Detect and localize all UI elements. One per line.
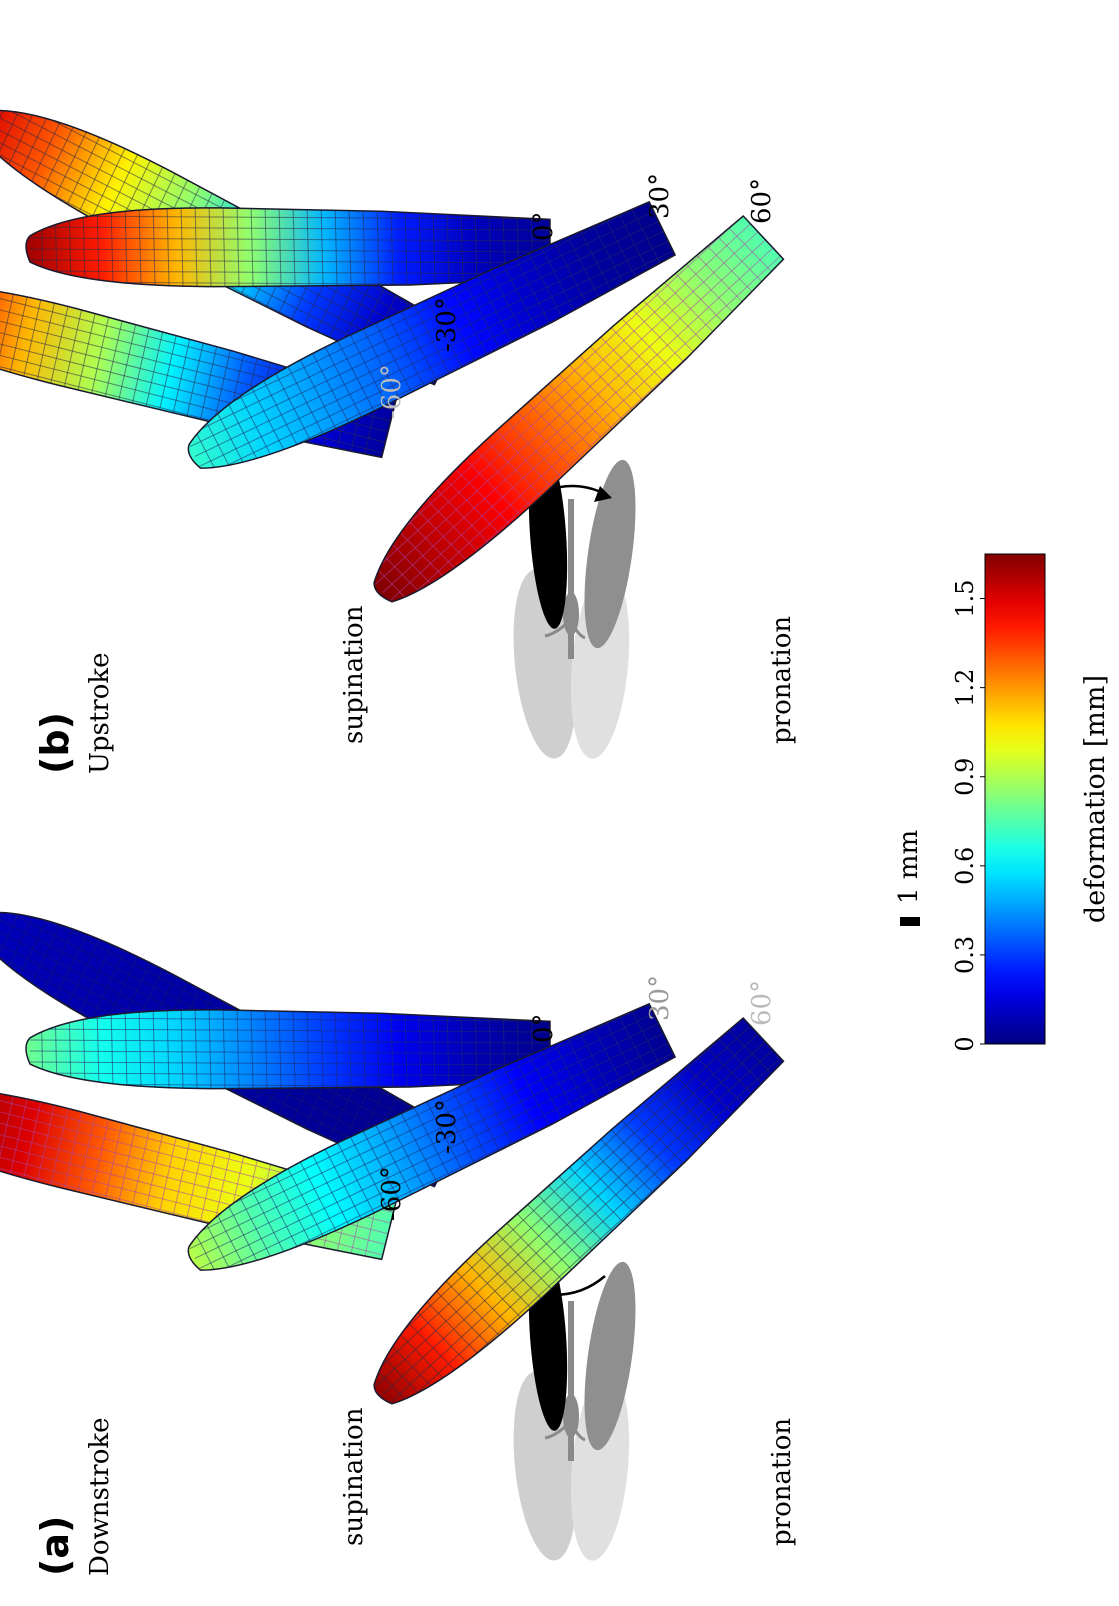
panel-a: (a) Downstroke supination pronation bbox=[0, 885, 797, 1576]
colorbar-gradient bbox=[984, 553, 1046, 1045]
colorbar-tick-label-1: 0.3 bbox=[951, 936, 979, 974]
panel-a-label: (a) bbox=[33, 1516, 77, 1576]
panel-b-wing-2 bbox=[25, 207, 551, 288]
colorbar: 0 0.3 0.6 0.9 1.2 1.5 deformation [mm] bbox=[951, 553, 1111, 1052]
panel-a-dragonfly-icon bbox=[512, 1241, 636, 1561]
panel-a-title: Downstroke bbox=[85, 1417, 115, 1576]
panel-a-wings bbox=[0, 885, 790, 1425]
scale-bar: 1 mm bbox=[894, 830, 924, 926]
scale-bar-label: 1 mm bbox=[894, 830, 924, 904]
panel-a-angle-label-2: 0° bbox=[529, 1013, 559, 1043]
scale-bar-line bbox=[900, 917, 920, 926]
panel-a-angle-label-3: 30° bbox=[645, 975, 675, 1021]
panel-a-angle-label-4: 60° bbox=[747, 980, 777, 1026]
panel-b-title: Upstroke bbox=[85, 652, 115, 774]
colorbar-tick-label-3: 0.9 bbox=[951, 758, 979, 796]
panel-a-supination-label: supination bbox=[339, 1407, 369, 1546]
panel-a-wing-2 bbox=[25, 1009, 551, 1090]
panel-b: (b) Upstroke supination pronation -60° -3… bbox=[0, 83, 797, 774]
panel-a-pronation-label: pronation bbox=[767, 1418, 797, 1546]
colorbar-tick-label-4: 1.2 bbox=[951, 669, 979, 707]
panel-a-angle-labels: -60° -30° 0° 30° 60° bbox=[377, 975, 777, 1221]
panel-b-angle-label-2: 0° bbox=[529, 211, 559, 241]
panel-b-angle-label-1: -30° bbox=[432, 297, 462, 352]
panel-a-angle-label-0: -60° bbox=[377, 1166, 407, 1221]
panel-b-supination-label: supination bbox=[339, 605, 369, 744]
panel-b-angle-labels: -60° -30° 0° 30° 60° bbox=[377, 173, 777, 419]
colorbar-ticks: 0 0.3 0.6 0.9 1.2 1.5 bbox=[951, 579, 985, 1052]
panel-b-angle-label-3: 30° bbox=[645, 173, 675, 219]
panel-b-label: (b) bbox=[33, 712, 77, 774]
panel-b-dragonfly-icon bbox=[513, 439, 636, 759]
panel-b-pronation-label: pronation bbox=[767, 616, 797, 744]
colorbar-tick-label-2: 0.6 bbox=[951, 847, 979, 885]
panel-b-angle-label-4: 60° bbox=[747, 178, 777, 224]
panel-b-wings bbox=[0, 83, 790, 623]
panel-a-angle-label-1: -30° bbox=[432, 1099, 462, 1154]
colorbar-tick-label-0: 0 bbox=[951, 1036, 979, 1051]
colorbar-tick-label-5: 1.5 bbox=[951, 579, 979, 617]
colorbar-title: deformation [mm] bbox=[1080, 675, 1111, 923]
panel-b-angle-label-0: -60° bbox=[377, 364, 407, 419]
